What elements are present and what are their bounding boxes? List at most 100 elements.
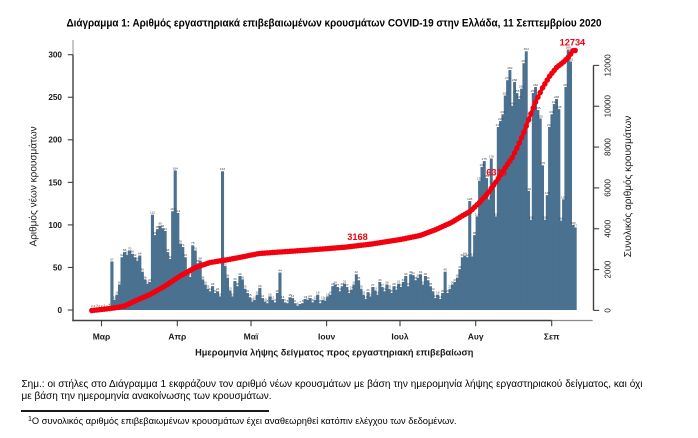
svg-text:28: 28 — [236, 282, 240, 286]
svg-text:8000: 8000 — [603, 138, 612, 156]
svg-text:15: 15 — [288, 293, 292, 297]
svg-text:112: 112 — [150, 211, 155, 215]
svg-text:35: 35 — [414, 276, 418, 280]
svg-text:22: 22 — [338, 287, 342, 291]
svg-text:68: 68 — [123, 248, 127, 252]
svg-text:20: 20 — [441, 289, 445, 293]
svg-text:230: 230 — [500, 110, 505, 114]
svg-text:25: 25 — [206, 285, 210, 289]
svg-text:24: 24 — [395, 285, 399, 289]
svg-text:236: 236 — [556, 105, 561, 109]
svg-text:12: 12 — [253, 296, 257, 300]
svg-text:20: 20 — [348, 289, 352, 293]
svg-text:300: 300 — [48, 51, 62, 60]
svg-text:248: 248 — [517, 95, 522, 99]
svg-text:110: 110 — [493, 212, 498, 216]
svg-text:14: 14 — [261, 294, 265, 298]
svg-text:100: 100 — [570, 221, 575, 225]
svg-text:105: 105 — [559, 217, 564, 221]
svg-text:35: 35 — [357, 276, 361, 280]
svg-text:27: 27 — [380, 283, 384, 287]
svg-text:16: 16 — [326, 292, 330, 296]
svg-text:Αριθμός νέων κρουσμάτων: Αριθμός νέων κρουσμάτων — [27, 126, 39, 246]
svg-text:152: 152 — [477, 177, 482, 181]
svg-text:16: 16 — [369, 292, 373, 296]
svg-text:116: 116 — [170, 207, 175, 211]
svg-text:97: 97 — [573, 223, 577, 227]
svg-text:38: 38 — [416, 274, 420, 278]
svg-text:240: 240 — [510, 102, 515, 106]
svg-text:40: 40 — [404, 272, 408, 276]
svg-text:30: 30 — [451, 280, 455, 284]
svg-text:2000: 2000 — [603, 260, 612, 278]
svg-text:41: 41 — [411, 271, 415, 275]
svg-text:140: 140 — [526, 187, 531, 191]
svg-text:163: 163 — [220, 167, 225, 171]
svg-text:248: 248 — [554, 95, 559, 99]
svg-text:64: 64 — [138, 251, 142, 255]
svg-text:36: 36 — [201, 275, 205, 279]
svg-text:62: 62 — [120, 253, 124, 257]
svg-text:20: 20 — [276, 289, 280, 293]
svg-text:12000: 12000 — [603, 54, 612, 77]
svg-text:45: 45 — [443, 268, 447, 272]
svg-text:0: 0 — [603, 308, 612, 313]
svg-text:Ημερομηνία λήψης δείγματος προ: Ημερομηνία λήψης δείγματος προς εργαστηρ… — [195, 348, 474, 358]
svg-text:31: 31 — [343, 280, 347, 284]
svg-text:Μαρ: Μαρ — [93, 331, 111, 341]
svg-text:64: 64 — [463, 251, 467, 255]
svg-text:106: 106 — [528, 216, 533, 220]
svg-text:88: 88 — [153, 231, 157, 235]
svg-text:95: 95 — [156, 225, 160, 229]
svg-text:Μαϊ: Μαϊ — [244, 331, 259, 341]
svg-text:12: 12 — [271, 296, 275, 300]
svg-text:16: 16 — [218, 292, 222, 296]
svg-text:100: 100 — [48, 221, 62, 230]
svg-text:57: 57 — [110, 257, 114, 261]
svg-text:4000: 4000 — [603, 219, 612, 237]
svg-text:42: 42 — [355, 270, 359, 274]
svg-text:0: 0 — [57, 306, 62, 315]
svg-text:114: 114 — [175, 209, 180, 213]
svg-text:22: 22 — [208, 287, 212, 291]
svg-text:58: 58 — [198, 257, 202, 261]
svg-text:33: 33 — [402, 278, 406, 282]
svg-text:225: 225 — [538, 114, 543, 118]
svg-text:8: 8 — [302, 299, 304, 303]
svg-text:130: 130 — [561, 195, 566, 199]
svg-text:18: 18 — [256, 291, 260, 295]
svg-text:12734: 12734 — [560, 37, 586, 47]
svg-text:28: 28 — [211, 282, 215, 286]
svg-text:76: 76 — [191, 241, 195, 245]
svg-text:170: 170 — [540, 161, 545, 165]
svg-text:20: 20 — [446, 289, 450, 293]
svg-text:10: 10 — [263, 297, 267, 301]
svg-text:Απρ: Απρ — [168, 331, 186, 341]
svg-text:215: 215 — [547, 123, 552, 127]
svg-text:178: 178 — [489, 154, 494, 158]
svg-text:255: 255 — [514, 89, 519, 93]
svg-text:9: 9 — [284, 298, 286, 302]
svg-text:7: 7 — [299, 300, 301, 304]
svg-text:262: 262 — [533, 83, 538, 87]
svg-text:6318: 6318 — [486, 168, 506, 178]
svg-text:150: 150 — [48, 178, 62, 187]
svg-text:200: 200 — [48, 136, 62, 145]
svg-text:20: 20 — [390, 289, 394, 293]
svg-text:12: 12 — [306, 296, 310, 300]
svg-text:290: 290 — [521, 59, 526, 63]
svg-text:18: 18 — [362, 291, 366, 295]
svg-text:Διάγραμμα 1: Αριθμός εργαστηρι: Διάγραμμα 1: Αριθμός εργαστηριακά επιβεβ… — [67, 18, 602, 30]
svg-text:164: 164 — [173, 166, 178, 170]
svg-text:62: 62 — [133, 253, 137, 257]
svg-text:40: 40 — [424, 272, 428, 276]
svg-text:25: 25 — [448, 285, 452, 289]
svg-text:4: 4 — [109, 303, 111, 307]
svg-text:230: 230 — [549, 110, 554, 114]
svg-text:21: 21 — [366, 288, 370, 292]
svg-text:130: 130 — [486, 195, 491, 199]
svg-text:62: 62 — [184, 253, 188, 257]
svg-text:33: 33 — [148, 278, 152, 282]
svg-text:24: 24 — [350, 285, 354, 289]
svg-text:252: 252 — [503, 91, 508, 95]
